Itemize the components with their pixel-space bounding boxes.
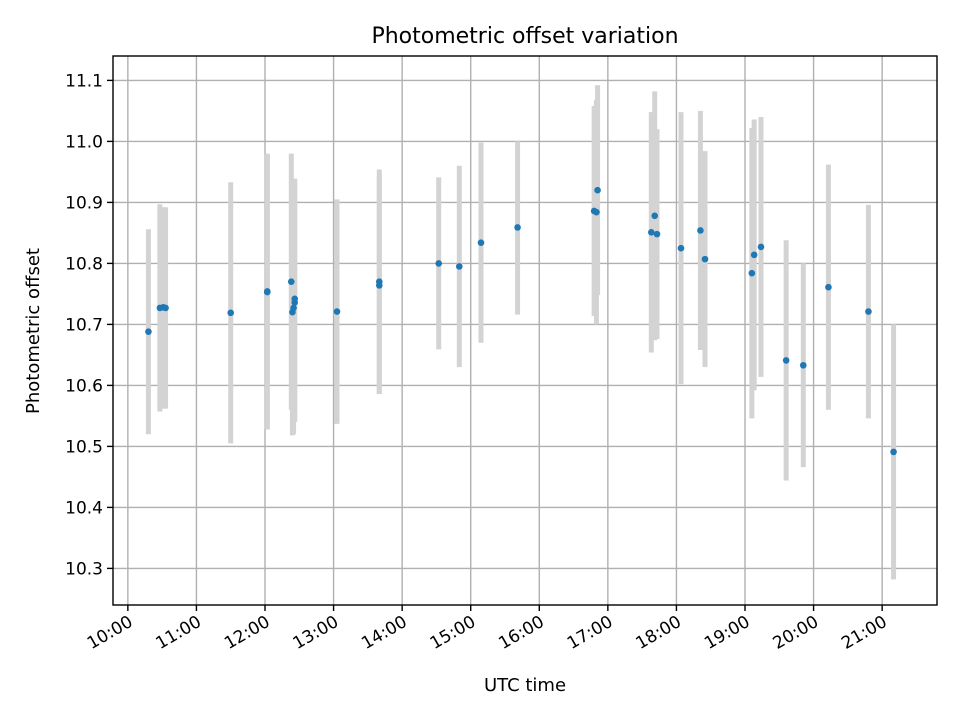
data-point: [677, 244, 685, 252]
data-point: [748, 269, 756, 277]
x-tick-label: 12:00: [221, 612, 273, 654]
chart-title: Photometric offset variation: [371, 24, 678, 49]
data-point: [594, 186, 601, 194]
x-tick-label: 19:00: [701, 612, 753, 654]
x-tick-label: 14:00: [358, 612, 410, 654]
x-tick-label: 21:00: [838, 612, 890, 654]
x-axis-label: UTC time: [484, 675, 566, 696]
data-point: [825, 283, 832, 291]
y-tick-label: 10.7: [65, 315, 103, 335]
data-point: [782, 357, 790, 364]
data-point: [287, 278, 295, 286]
x-tick-label: 11:00: [152, 612, 204, 654]
y-tick-label: 10.4: [65, 498, 103, 518]
plot-frame: [112, 55, 938, 606]
y-tick-label: 11.0: [65, 132, 103, 152]
data-point: [145, 328, 152, 336]
data-point: [435, 260, 443, 267]
data-point: [290, 304, 297, 312]
data-point: [865, 308, 872, 315]
data-point: [757, 243, 765, 251]
x-tick-label: 17:00: [564, 612, 616, 654]
y-tick-label: 10.8: [65, 254, 103, 274]
y-tick-label: 10.6: [65, 376, 103, 396]
data-point: [477, 239, 485, 246]
data-point: [890, 448, 897, 456]
data-point: [697, 227, 704, 234]
data-point: [593, 208, 600, 216]
data-point: [799, 361, 807, 369]
y-tick-label: 10.5: [65, 437, 103, 457]
data-point: [701, 255, 709, 263]
grid-layer: [113, 56, 937, 605]
data-point: [375, 282, 383, 289]
data-point: [750, 251, 758, 259]
y-tick-label: 10.9: [65, 193, 103, 213]
data-point: [227, 309, 235, 317]
data-point: [653, 230, 661, 238]
data-point: [291, 299, 299, 306]
data-point: [162, 304, 169, 312]
data-point: [514, 224, 521, 231]
data-point: [333, 308, 341, 315]
y-tick-label: 10.3: [65, 559, 103, 579]
data-point: [647, 228, 655, 236]
x-tick-label: 10:00: [84, 612, 136, 654]
x-tick-label: 16:00: [495, 612, 547, 654]
y-tick-label: 11.1: [65, 71, 103, 91]
data-point: [651, 212, 659, 220]
errorbar-layer: [145, 85, 897, 580]
x-tick-label: 13:00: [290, 612, 342, 654]
x-tick-label: 18:00: [632, 612, 684, 654]
point-layer: [145, 186, 897, 456]
x-tick-label: 15:00: [427, 612, 479, 654]
x-tick-label: 20:00: [770, 612, 822, 654]
tick-layer: 10:00 11:00 12:00 13:00 14:00 15:00 16:00 17:00…: [65, 71, 891, 653]
y-axis-label: Photometric offset: [23, 248, 44, 414]
data-point: [263, 288, 271, 296]
data-point: [455, 263, 463, 270]
